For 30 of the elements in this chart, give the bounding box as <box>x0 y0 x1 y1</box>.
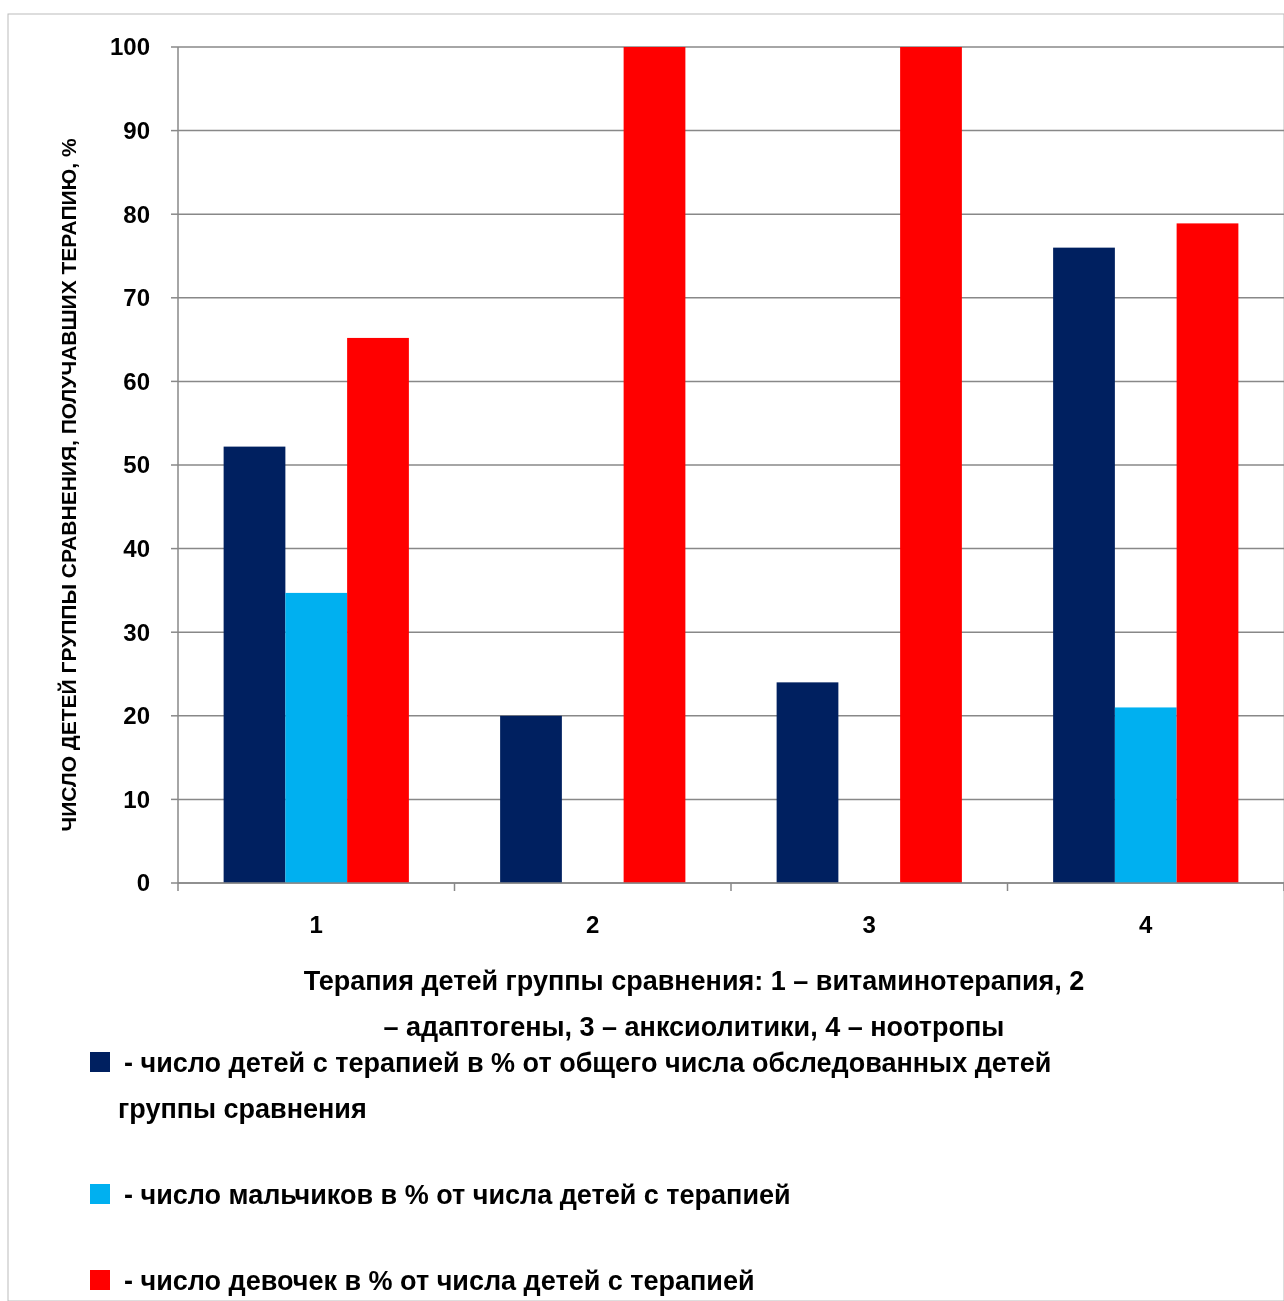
x-tick-label: 1 <box>309 911 323 938</box>
legend-label: - число девочек в % от числа детей с терапией <box>124 1266 755 1296</box>
bar <box>500 715 562 883</box>
x-tick-label: 2 <box>586 911 600 938</box>
bar <box>1114 707 1177 883</box>
y-tick-label: 50 <box>123 451 150 479</box>
x-tick-label: 4 <box>1139 911 1154 938</box>
legend-label: - число мальчиков в % от числа детей с терапией <box>124 1180 791 1210</box>
y-axis-title: ЧИСЛО ДЕТЕЙ ГРУППЫ СРАВНЕНИЯ, ПОЛУЧАВШИХ ТЕРАПИЮ, % <box>57 138 80 832</box>
y-tick-label: 100 <box>109 33 150 61</box>
y-tick-label: 40 <box>123 535 150 562</box>
y-tick-label: 10 <box>123 785 150 813</box>
bar <box>347 337 409 883</box>
y-tick-label: 30 <box>123 618 150 646</box>
y-tick-label: 90 <box>123 117 150 144</box>
bar <box>623 47 686 883</box>
y-tick-label: 70 <box>123 284 150 312</box>
x-axis-title: Терапия детей группы сравнения: 1 – витаминотерапия, 2 – адаптогены, 3 – анксиолитики, 4 – ноотропы <box>303 966 1085 1042</box>
y-tick-label: 20 <box>123 702 150 730</box>
bar <box>900 47 962 883</box>
y-tick-label: 60 <box>123 367 150 395</box>
bar <box>1176 223 1239 883</box>
bar <box>223 446 286 883</box>
y-tick-label: 0 <box>136 869 150 897</box>
bar <box>1053 247 1115 883</box>
bar <box>776 682 839 883</box>
x-tick-label: 3 <box>862 911 876 938</box>
bar <box>285 592 348 883</box>
y-tick-label: 80 <box>123 200 150 228</box>
legend-label: - число детей с терапией в % от общего числа обследованных детей группы сравнения <box>118 1048 1052 1124</box>
